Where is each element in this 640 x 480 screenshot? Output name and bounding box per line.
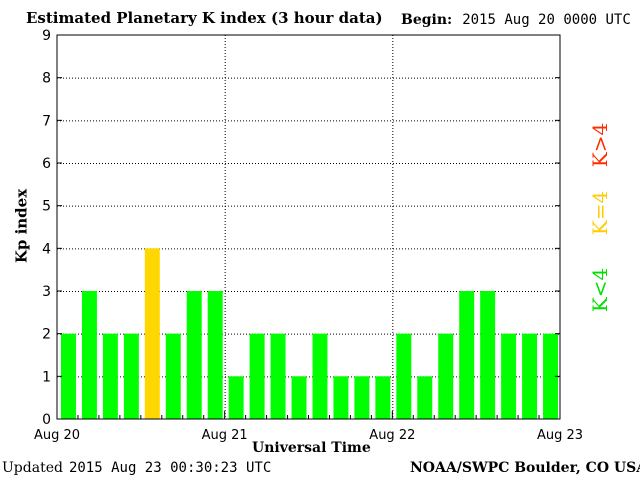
begin-label: Begin: xyxy=(401,12,453,28)
bar-20 xyxy=(480,291,496,419)
bar-16 xyxy=(396,333,412,419)
updated-timestamp: Updated 2015 Aug 23 00:30:23 UTC xyxy=(2,461,271,475)
bar-9 xyxy=(249,333,265,419)
grid-lines xyxy=(57,35,560,419)
bar-14 xyxy=(354,376,370,419)
x-axis: Aug 20 Aug 21 Aug 22 Aug 23 xyxy=(34,411,583,443)
bar-15 xyxy=(375,376,391,419)
credit-line: NOAA/SWPC Boulder, CO USA xyxy=(410,460,640,476)
y-tick-label-2: 2 xyxy=(42,327,51,343)
y-tick-label-1: 1 xyxy=(42,369,51,385)
bar-10 xyxy=(270,333,286,419)
y-tick-label-8: 8 xyxy=(42,71,51,87)
x-tick-label-1: Aug 21 xyxy=(202,428,248,443)
y-tick-label-9: 9 xyxy=(42,28,51,44)
bar-21 xyxy=(501,333,517,419)
bar-13 xyxy=(333,376,349,419)
updated-value: 2015 Aug 23 00:30:23 UTC xyxy=(68,460,272,476)
begin-value: 2015 Aug 20 0000 UTC xyxy=(462,12,631,28)
bar-5 xyxy=(165,333,181,419)
bar-0 xyxy=(61,333,76,419)
y-tick-label-3: 3 xyxy=(42,284,51,300)
x-tick-label-0: Aug 20 xyxy=(34,428,80,443)
y-tick-label-6: 6 xyxy=(42,156,51,172)
y-tick-label-0: 0 xyxy=(42,412,51,428)
y-tick-label-7: 7 xyxy=(42,113,51,129)
bar-series xyxy=(61,248,558,419)
bar-7 xyxy=(207,291,223,419)
bar-2 xyxy=(102,333,118,419)
bar-8 xyxy=(228,376,244,419)
y-tick-label-4: 4 xyxy=(42,241,51,257)
bar-3 xyxy=(123,333,139,419)
y-axis-label: Kp index xyxy=(12,188,31,264)
bar-17 xyxy=(417,376,433,419)
bar-1 xyxy=(81,291,97,419)
updated-label: Updated xyxy=(2,460,63,476)
x-axis-label: Universal Time xyxy=(252,440,371,456)
bar-4 xyxy=(144,248,160,419)
bar-12 xyxy=(312,333,328,419)
x-tick-label-2: Aug 22 xyxy=(369,428,415,443)
bar-22 xyxy=(522,333,538,419)
bar-19 xyxy=(459,291,475,419)
legend-k-above-4: K>4 xyxy=(588,122,612,168)
bar-18 xyxy=(438,333,454,419)
legend-k-equals-4: K=4 xyxy=(588,190,612,236)
x-tick-label-3: Aug 23 xyxy=(537,428,583,443)
y-tick-label-5: 5 xyxy=(42,199,51,215)
begin-time: Begin: 2015 Aug 20 0000 UTC xyxy=(401,13,631,27)
y-axis: 0 1 2 3 4 5 6 7 8 9 xyxy=(42,28,560,428)
bar-6 xyxy=(186,291,202,419)
chart-title: Estimated Planetary K index (3 hour data… xyxy=(26,9,383,27)
bar-23 xyxy=(543,333,558,419)
legend-k-below-4: K<4 xyxy=(588,267,612,313)
bar-11 xyxy=(291,376,307,419)
